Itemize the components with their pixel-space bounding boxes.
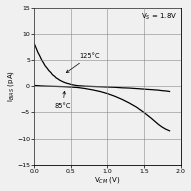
Text: 85°C: 85°C <box>55 91 71 109</box>
Text: V$_S$ = 1.8V: V$_S$ = 1.8V <box>141 12 178 23</box>
Text: 125°C: 125°C <box>66 53 100 73</box>
X-axis label: V$_{CM}$ (V): V$_{CM}$ (V) <box>94 176 121 185</box>
Y-axis label: I$_{BIAS}$ (pA): I$_{BIAS}$ (pA) <box>6 70 15 102</box>
